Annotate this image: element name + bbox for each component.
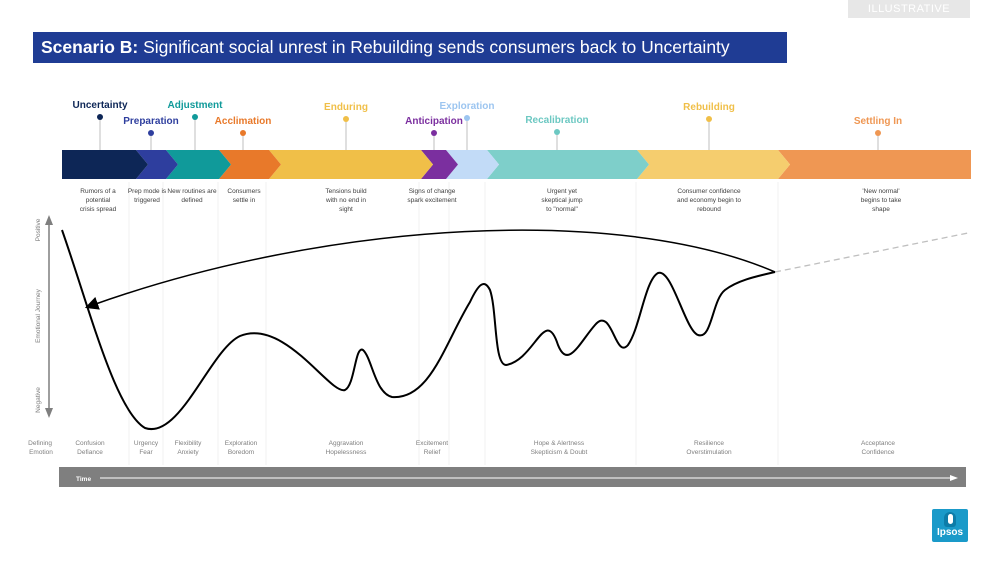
pin-dot-uncertainty (97, 114, 103, 120)
return-to-uncertainty-arrow (84, 229, 776, 310)
emotion-anticipation: Excitement Relief (416, 440, 448, 456)
pin-dot-rebuilding (706, 116, 712, 122)
time-arrow-icon (950, 475, 958, 481)
pin-dot-settling-in (875, 130, 881, 136)
axis-positive-label: Positive (35, 218, 42, 241)
illustrative-badge: ILLUSTRATIVE (848, 0, 970, 18)
axis-negative-label: Negative (35, 387, 42, 413)
emotion-rebuilding: Resilience Overstimulation (686, 440, 732, 456)
phase-label-uncertainty: Uncertainty (72, 100, 127, 111)
description-settling-in: 'New normal' begins to take shape (861, 188, 902, 213)
chevron-settling-in (778, 150, 971, 179)
logo-mark-inner-icon (948, 514, 953, 524)
emotion-acclimation: Exploration Boredom (225, 440, 258, 456)
pin-dot-recalibration (554, 129, 560, 135)
chevron-rebuilding (637, 150, 790, 179)
phase-label-acclimation: Acclimation (215, 116, 272, 127)
logo-text: Ipsos (936, 527, 964, 538)
phase-label-preparation: Preparation (123, 116, 179, 127)
emotion-adjustment: Flexibility Anxiety (175, 440, 202, 456)
pin-dot-adjustment (192, 114, 198, 120)
emotion-enduring: Aggravation Hopelessness (326, 440, 368, 456)
phase-emotions: Confusion Defiance Urgency Fear Flexibility A… (75, 440, 895, 456)
chevron-anticipation (421, 150, 458, 179)
chevron-preparation (136, 150, 178, 179)
pin-dot-acclimation (240, 130, 246, 136)
title-bold: Scenario B: (41, 37, 139, 57)
chevron-adjustment (166, 150, 231, 179)
description-enduring: Tensions build with no end in sight (325, 188, 367, 213)
time-bar (59, 467, 966, 487)
projected-curve-dashed (774, 232, 969, 273)
phase-label-adjustment: Adjustment (168, 100, 224, 111)
emotion-preparation: Urgency Fear (134, 440, 159, 456)
pin-dot-enduring (343, 116, 349, 122)
phase-label-anticipation: Anticipation (405, 116, 463, 127)
emotion-recalibration: Hope & Alertness Skepticism & Doubt (531, 440, 588, 456)
description-rebuilding: Consumer confidence and economy begin to r… (677, 188, 741, 213)
pin-dot-anticipation (431, 130, 437, 136)
emotional-journey-curve (61, 229, 776, 431)
phase-label-settling-in: Settling In (854, 116, 902, 127)
title-rest: Significant social unrest in Rebuilding … (138, 37, 730, 57)
emotion-settling-in: Acceptance Confidence (861, 440, 895, 456)
time-label: Time (76, 476, 91, 483)
pin-dot-exploration (464, 115, 470, 121)
phase-label-pins: Uncertainty Preparation Adjustment Acclimat… (72, 100, 902, 150)
description-acclimation: Consumers settle in (227, 188, 261, 204)
phase-chevron-band (62, 150, 971, 179)
description-uncertainty: Rumors of a potential crisis spread (80, 188, 117, 213)
chevron-exploration (446, 150, 499, 179)
description-anticipation: Signs of change spark excitement (407, 188, 456, 204)
phase-label-enduring: Enduring (324, 102, 368, 113)
phase-descriptions: Rumors of a potential crisis spread Prep mo… (80, 188, 902, 213)
description-recalibration: Urgent yet skeptical jump to "normal" (541, 188, 583, 213)
axis-arrow-down-icon (45, 408, 53, 418)
chevron-acclimation (219, 150, 281, 179)
chevron-uncertainty (62, 150, 148, 179)
axis-arrow-up-icon (45, 215, 53, 225)
chevron-enduring (269, 150, 433, 179)
phase-label-exploration: Exploration (439, 101, 494, 112)
phase-label-rebuilding: Rebuilding (683, 102, 735, 113)
pin-dot-preparation (148, 130, 154, 136)
chevron-recalibration (487, 150, 649, 179)
page-title: Scenario B: Significant social unrest in… (33, 32, 787, 63)
description-preparation: Prep mode is triggered (128, 188, 167, 204)
phase-label-recalibration: Recalibration (525, 115, 588, 126)
ipsos-logo: Ipsos (932, 509, 968, 542)
description-adjustment: New routines are defined (167, 188, 217, 204)
axis-journey-label: Emotional Journey (35, 288, 42, 343)
emotion-uncertainty: Confusion Defiance (75, 440, 105, 456)
phase-separator-lines (128, 182, 779, 465)
defining-emotion-label: Defining Emotion (28, 440, 54, 456)
